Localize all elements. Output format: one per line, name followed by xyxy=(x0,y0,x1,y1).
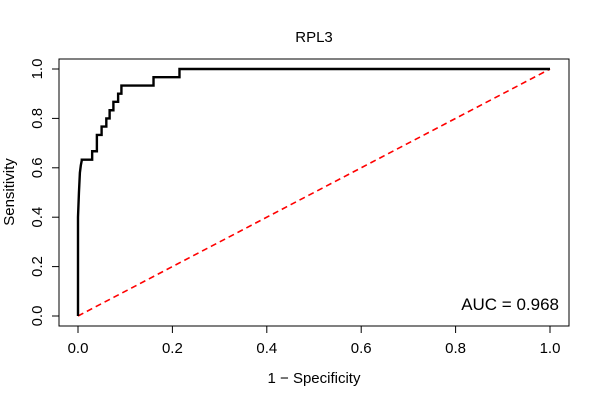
y-axis: 0.0 0.2 0.4 0.6 0.8 1.0 xyxy=(29,59,60,327)
roc-curve-line xyxy=(76,67,550,316)
y-tick-label: 0.8 xyxy=(29,108,46,129)
reference-diagonal-line xyxy=(77,68,551,317)
y-tick-label: 0.0 xyxy=(29,306,46,327)
x-tick-label: 0.2 xyxy=(162,340,183,357)
y-tick-label: 0.6 xyxy=(29,157,46,178)
x-axis-label: 1 − Specificity xyxy=(268,370,361,387)
y-tick-label: 1.0 xyxy=(29,59,46,80)
series-layer xyxy=(76,67,551,317)
x-tick-label: 0.6 xyxy=(351,340,372,357)
chart-title: RPL3 xyxy=(295,29,333,46)
auc-annotation: AUC = 0.968 xyxy=(461,295,559,314)
x-tick-label: 0.8 xyxy=(445,340,466,357)
x-axis: 0.0 0.2 0.4 0.6 0.8 1.0 xyxy=(68,325,561,357)
x-tick-label: 0.4 xyxy=(256,340,277,357)
y-tick-label: 0.4 xyxy=(29,207,46,228)
y-tick-label: 0.2 xyxy=(29,256,46,277)
x-tick-label: 0.0 xyxy=(68,340,89,357)
x-tick-label: 1.0 xyxy=(540,340,561,357)
y-axis-label: Sensitivity xyxy=(1,158,18,226)
